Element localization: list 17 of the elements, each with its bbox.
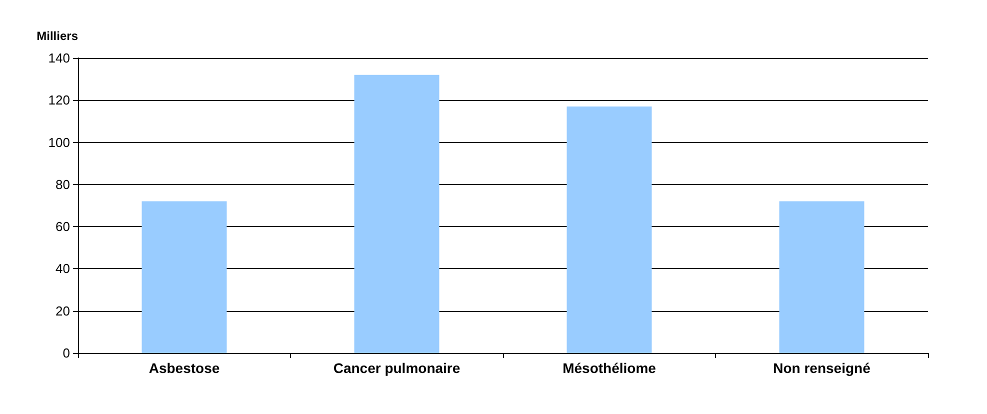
x-tick-label: Mésothéliome bbox=[562, 360, 656, 376]
bar bbox=[566, 106, 652, 353]
x-tick-label: Non renseigné bbox=[773, 360, 871, 376]
y-tick-label: 80 bbox=[56, 176, 70, 192]
bar bbox=[779, 201, 864, 353]
bar bbox=[142, 201, 227, 353]
y-axis-title: Milliers bbox=[36, 29, 78, 43]
x-tick-label: Cancer pulmonaire bbox=[333, 360, 460, 376]
y-tick-label: 20 bbox=[56, 303, 70, 318]
y-tick-label: 140 bbox=[48, 50, 70, 66]
y-tick-label: 0 bbox=[62, 346, 70, 360]
y-tick-label: 60 bbox=[56, 219, 70, 234]
bar bbox=[354, 74, 440, 353]
x-tick-label: Asbestose bbox=[148, 360, 220, 376]
y-tick-label: 100 bbox=[48, 134, 70, 150]
y-tick-label: 40 bbox=[56, 261, 70, 276]
y-tick-label: 120 bbox=[48, 92, 70, 108]
